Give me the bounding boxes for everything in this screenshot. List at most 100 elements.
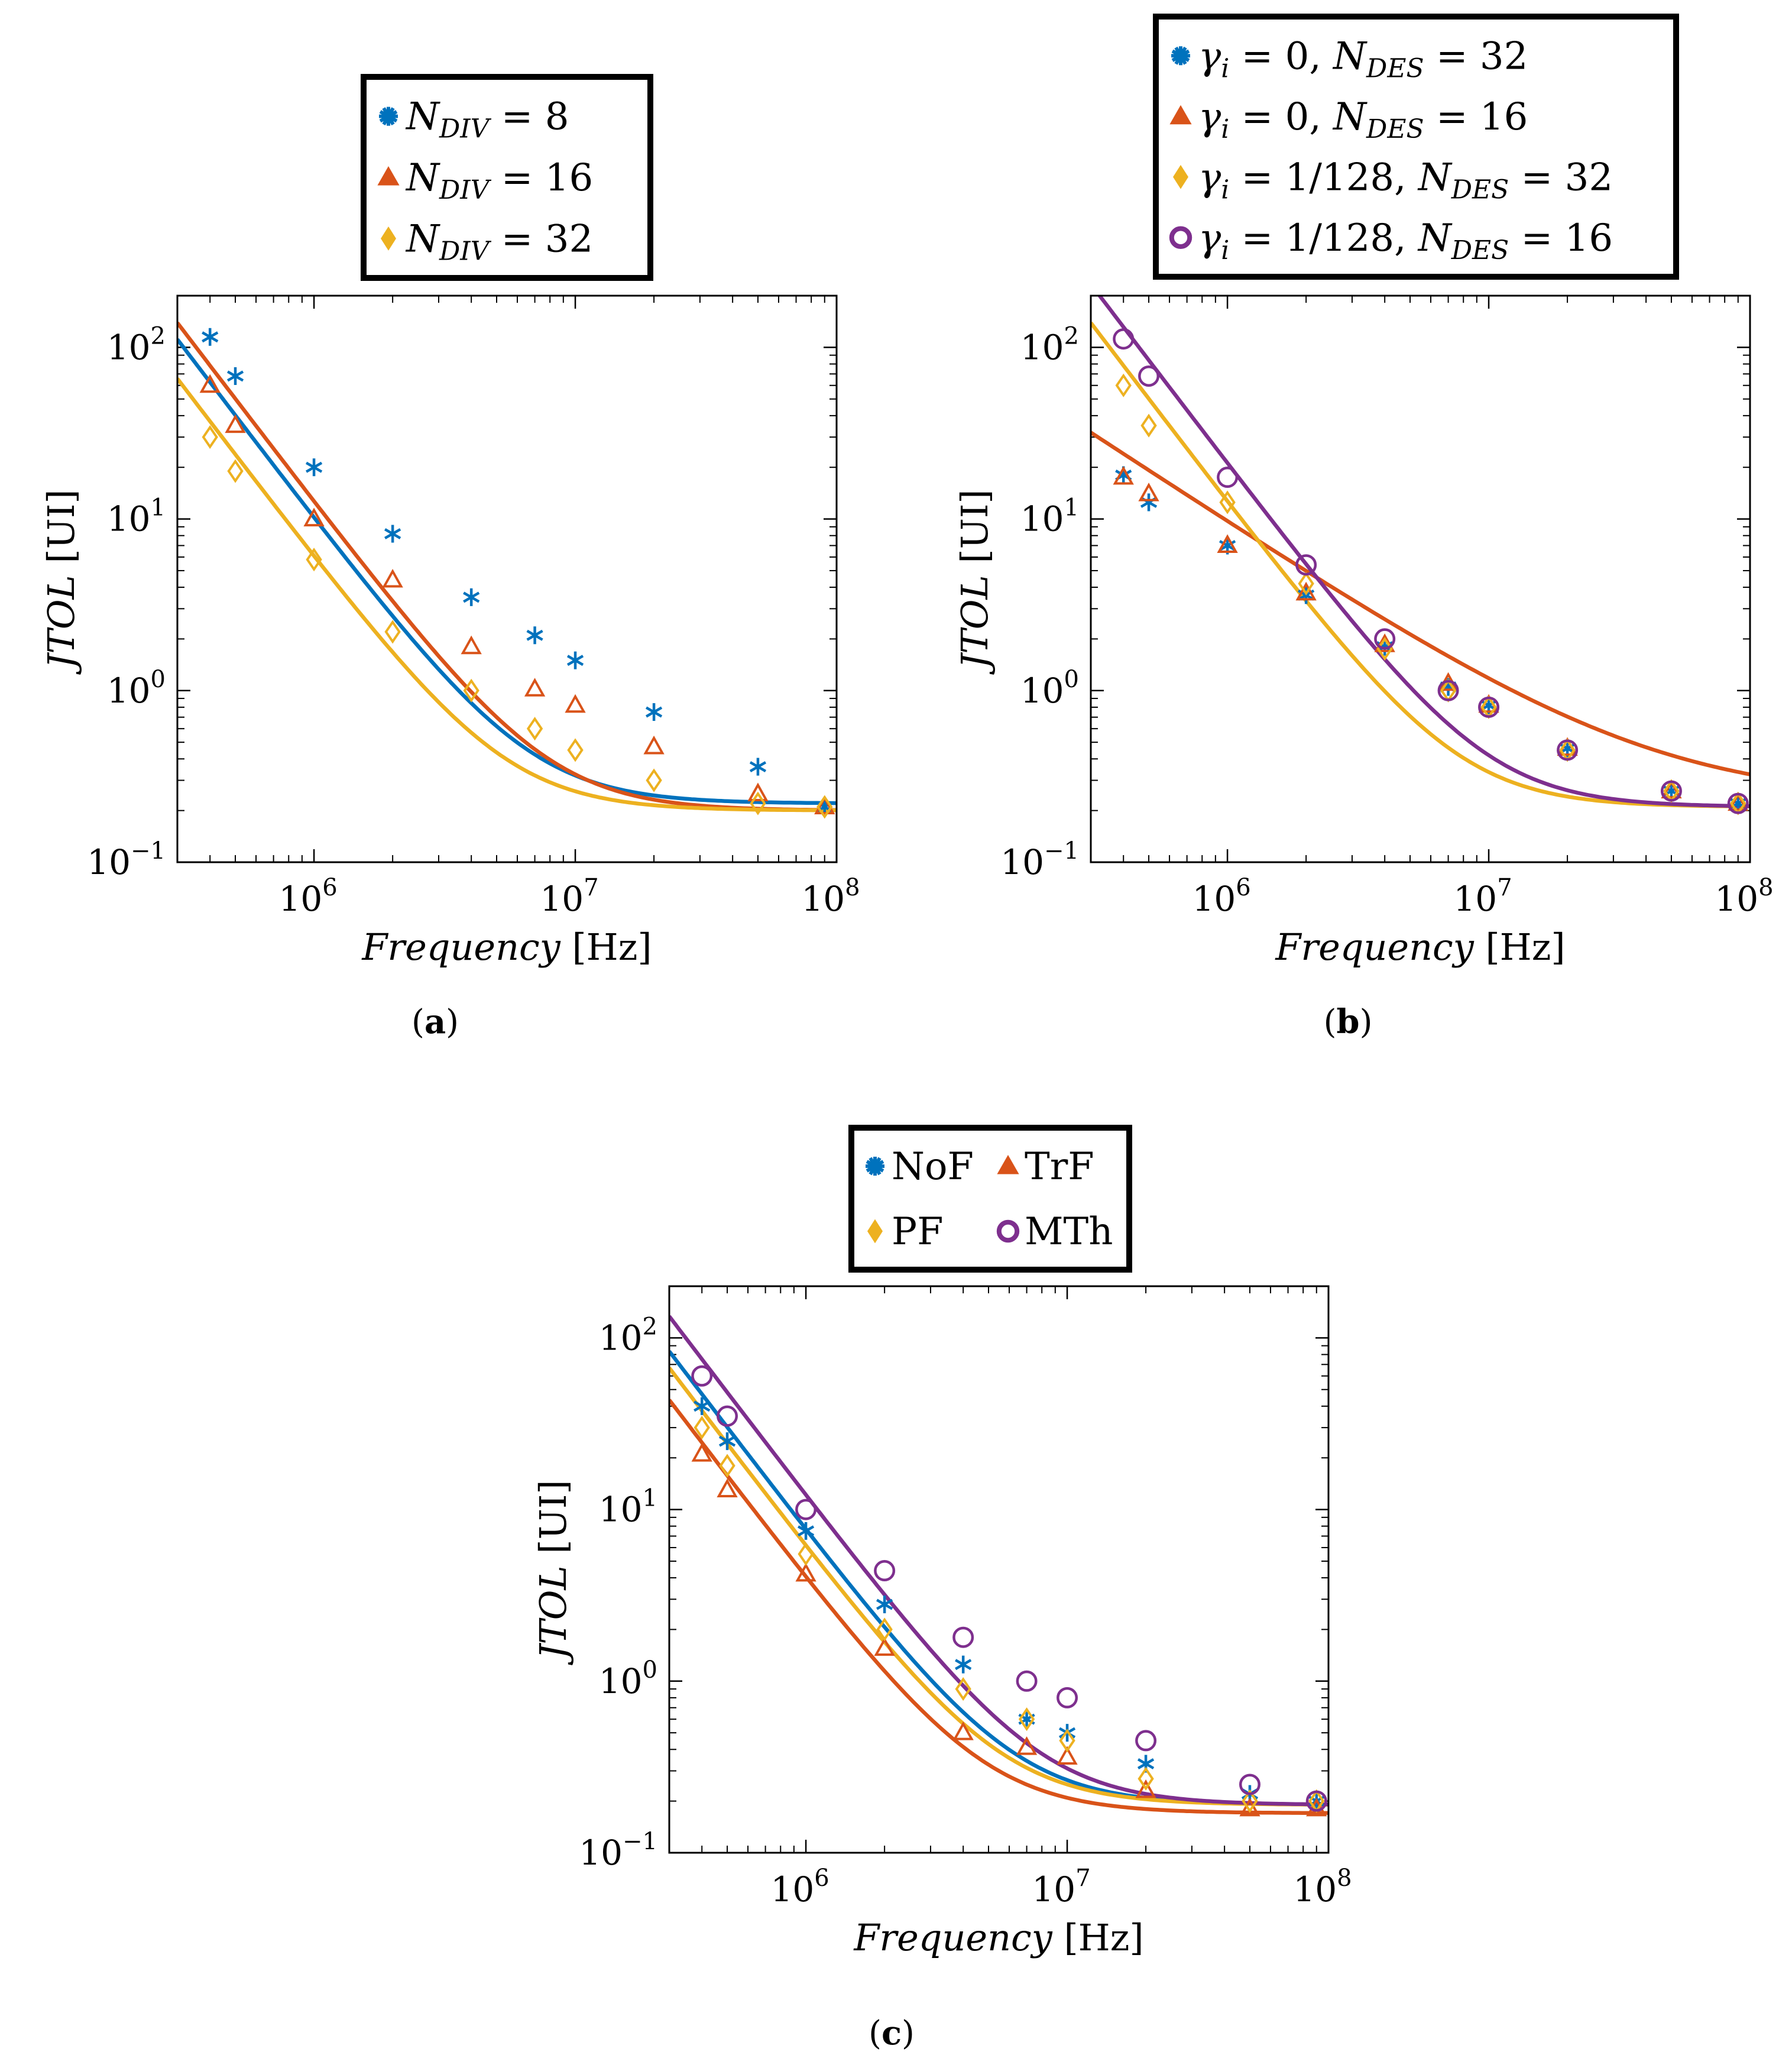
data-point [1138,1766,1154,1791]
data-point [1138,365,1160,387]
data-point [202,425,218,449]
x-tick-label: 106 [278,874,337,919]
y-tick-label: 100 [1020,666,1079,711]
caption-a: (a) [411,1002,459,1041]
fit-curves [669,1315,1328,1815]
y-axis-label: JTOL [UI] [953,489,996,675]
legend-box [361,74,653,281]
x-axis-label: Frequency [Hz] [853,1916,1143,1959]
legend-label: γi = 1/128, NDES = 32 [1198,156,1613,205]
data-point [1306,1797,1327,1817]
y-tick-label: 102 [107,322,166,367]
data-point [463,588,480,606]
data-point [694,1397,711,1415]
y-tick-label: 10−1 [579,1828,657,1873]
legend-marker [379,106,398,126]
data-point [305,458,323,477]
axis-ticks [669,1286,1330,1854]
legend-box [1153,14,1679,280]
data-point [717,1405,738,1427]
x-axis-label: Frequency [Hz] [361,925,652,969]
data-point [1016,1670,1038,1692]
data-point [1059,1729,1075,1753]
y-tick-label: 101 [1020,494,1079,539]
fit-line-N-DIV-8 [177,338,837,805]
data-point [1057,1746,1078,1765]
data-point [955,1655,972,1674]
legend-marker [381,226,396,251]
x-tick-label: 107 [540,874,598,919]
data-point [645,703,663,721]
data-point [1374,628,1396,650]
data-point [1018,1707,1035,1732]
fit-line--i-0-NDES-16 [1091,431,1750,776]
y-tick-label: 101 [107,494,166,539]
data-point [566,651,584,669]
data-point [1727,792,1749,814]
data-point [1295,554,1317,576]
data-point [1219,490,1236,514]
fit-line-PF [669,1367,1328,1807]
data-point [1135,1779,1156,1798]
data-point [382,568,403,588]
plot-frame [176,294,838,863]
data-point [643,735,665,755]
y-tick-label: 100 [599,1656,657,1701]
data-point [798,1542,814,1566]
legend-label: NDIV = 32 [405,217,593,266]
data-point [524,678,546,697]
x-axis-label: Frequency [Hz] [1275,925,1565,969]
data-point [1437,679,1459,701]
data-point [814,795,835,814]
y-tick-label: 101 [599,1485,657,1530]
axis-ticks [177,295,838,863]
legend-label: NoF [892,1145,974,1189]
data-point [750,791,766,815]
data-point [876,1617,893,1642]
data-point [1217,467,1239,488]
legend: NoF TrF PF MTh [848,1125,1132,1273]
data-point [1113,328,1135,350]
y-tick-label: 102 [599,1313,657,1358]
data-point [874,1560,896,1582]
chart-panel-a: 106 107 108 10−1 100 101 102 Frequency [Hz] JTOL… [40,74,860,969]
data-point [717,1478,738,1498]
data-point [1242,1789,1258,1813]
data-point [1295,581,1317,601]
legend-marker [1169,226,1192,249]
x-tick-label: 108 [1715,874,1773,919]
data-point [952,1626,974,1648]
data-point [1135,1730,1157,1752]
x-tick-label: 108 [801,874,860,919]
legend-label: γi = 0, NDES = 32 [1198,34,1528,83]
data-point [565,694,586,713]
data-point [227,459,244,483]
legend-label: MTh [1025,1210,1113,1254]
x-tick-label: 106 [770,1865,829,1910]
x-tick-label: 106 [1192,874,1250,919]
legend: γi = 0, NDES = 32 γi = 0, NDES = 16 γi = 1… [1153,14,1679,280]
x-tick-label: 108 [1293,1865,1352,1910]
chart-panel-c: 106 107 108 10−1 100 101 102 Frequency [Hz] JTOL… [532,1125,1352,1959]
data-point [303,507,325,527]
fit-curves [1091,296,1750,808]
data-point [874,1637,895,1656]
data-point [795,1499,817,1520]
data-point [225,414,246,433]
data-point [691,1365,713,1387]
data-point [1660,780,1682,802]
data-point [691,1442,712,1462]
y-tick-label: 102 [1020,322,1079,367]
data-point [1217,534,1238,554]
data-point [1113,465,1134,485]
caption-b: (b) [1323,1002,1373,1041]
legend-marker [1173,164,1188,189]
data-point [567,738,584,762]
legend-marker [866,1157,884,1176]
data-markers [691,1365,1327,1817]
data-point [747,782,769,802]
data-point [955,1677,971,1701]
data-point [199,374,221,393]
caption-c: (c) [869,2014,915,2053]
